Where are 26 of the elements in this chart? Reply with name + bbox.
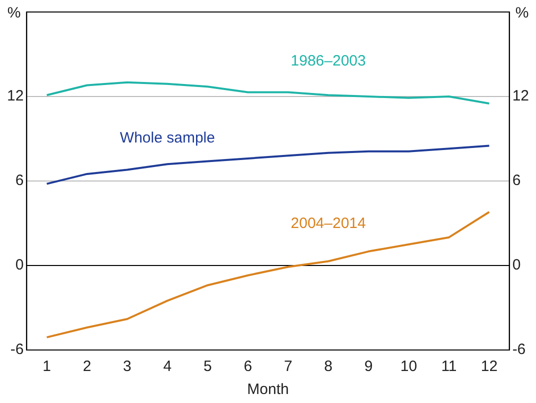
y-tick-label: -6 [10,341,24,358]
x-tick-label: 12 [480,358,498,376]
x-tick-label: 5 [204,358,212,376]
x-tick-label: 3 [123,358,132,376]
x-tick-label: 6 [244,358,252,376]
x-tick-label: 4 [163,358,172,376]
x-tick-label: 9 [364,358,373,376]
x-tick-label: 7 [284,358,292,376]
x-tick-label: 8 [324,358,332,376]
y-axis-title: % [7,4,21,22]
y-tick-label: 0 [15,256,24,274]
y2-tick-label: 12 [512,88,530,105]
x-tick-label: 11 [441,358,457,376]
y2-tick-label: 0 [512,256,521,274]
x-tick-label: 10 [400,358,418,376]
y2-tick-label: -6 [512,341,526,358]
series-label: 2004–2014 [290,214,366,232]
y-tick-label: 6 [15,172,24,190]
series-label: 1986–2003 [290,52,366,70]
y2-tick-label: 6 [512,172,521,190]
y-tick-label: 12 [6,88,24,105]
y2-axis-title: % [515,4,529,22]
x-tick-label: 1 [42,358,51,376]
x-axis-title: Month [247,381,289,398]
series-label: Whole sample [120,130,215,147]
x-tick-label: 2 [82,358,92,376]
